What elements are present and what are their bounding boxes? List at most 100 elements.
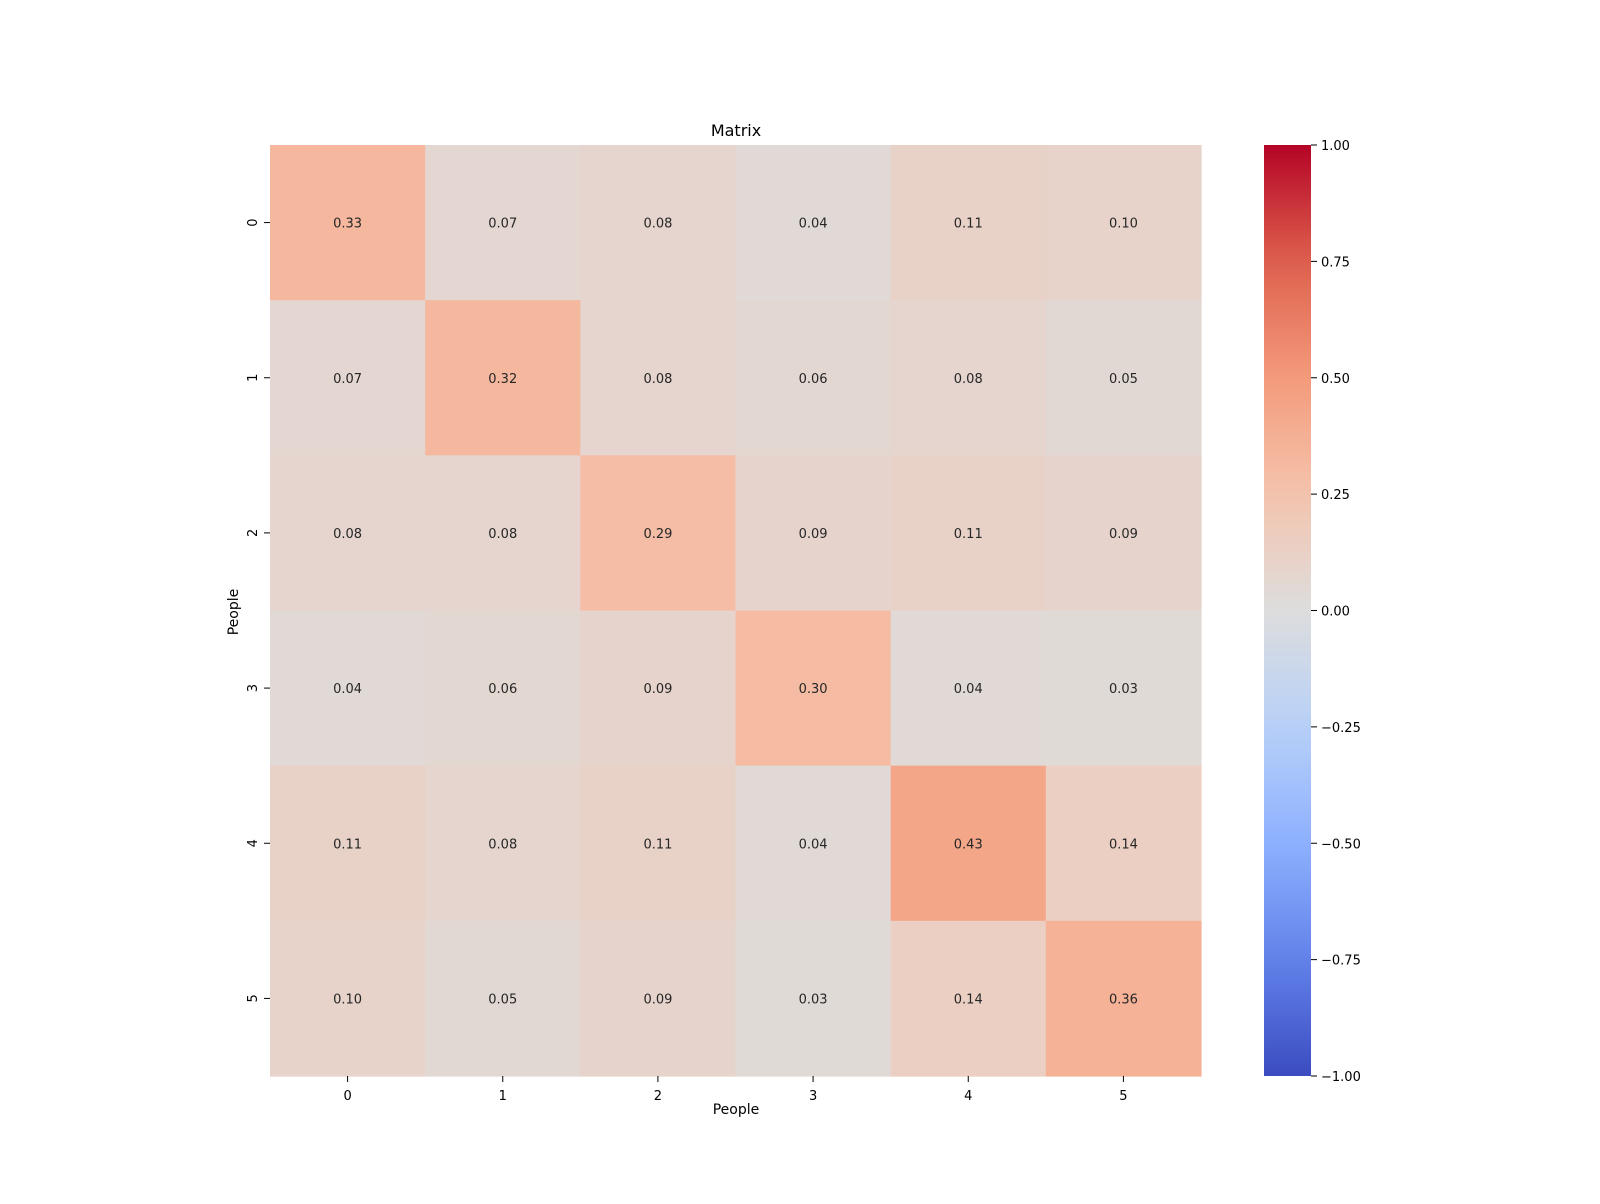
cell-value-label: 0.43 bbox=[954, 837, 983, 852]
cell-value-label: 0.03 bbox=[799, 992, 828, 1007]
cell-value-label: 0.09 bbox=[1109, 527, 1138, 542]
y-tick-label: 2 bbox=[246, 529, 261, 537]
cell-value-label: 0.10 bbox=[1109, 217, 1138, 232]
heatmap-cell bbox=[580, 300, 737, 456]
heatmap-cell bbox=[1045, 145, 1202, 301]
cell-value-label: 0.08 bbox=[643, 217, 672, 232]
cell-value-label: 0.04 bbox=[954, 682, 983, 697]
colorbar-ticks: 1.00 0.75 0.50 0.25 0.00 −0.25 −0.50 −0.75 −1.00 bbox=[1311, 139, 1361, 1085]
x-tick-label: 4 bbox=[964, 1089, 972, 1104]
heatmap-cell bbox=[1045, 300, 1202, 456]
y-tick-label: 4 bbox=[246, 839, 261, 847]
cell-value-label: 0.04 bbox=[333, 682, 362, 697]
heatmap-cell bbox=[425, 610, 581, 767]
heatmap-cell bbox=[425, 455, 581, 612]
heatmap-cell bbox=[270, 145, 426, 301]
heatmap-cell bbox=[580, 765, 737, 922]
x-axis-label: People bbox=[713, 1102, 760, 1118]
heatmap-cells: 0.33 0.07 0.08 0.04 0.11 0.10 0.07 0.32 0.08 0.06… bbox=[270, 145, 1202, 1077]
heatmap-cell bbox=[735, 145, 892, 301]
heatmap-cell bbox=[270, 300, 426, 456]
colorbar-tick-label: 0.25 bbox=[1321, 488, 1350, 503]
cell-value-label: 0.08 bbox=[333, 527, 362, 542]
heatmap-cell bbox=[425, 145, 581, 301]
heatmap-cell bbox=[425, 920, 581, 1077]
cell-value-label: 0.30 bbox=[799, 682, 828, 697]
heatmap-cell bbox=[1045, 765, 1202, 922]
heatmap-cell bbox=[890, 455, 1047, 612]
heatmap-cell bbox=[890, 920, 1047, 1077]
heatmap-cell bbox=[270, 920, 426, 1077]
x-tick-label: 1 bbox=[499, 1089, 507, 1104]
cell-value-label: 0.11 bbox=[954, 527, 983, 542]
cell-value-label: 0.05 bbox=[1109, 372, 1138, 387]
heatmap-cell bbox=[890, 145, 1047, 301]
cell-value-label: 0.08 bbox=[643, 372, 672, 387]
cell-value-label: 0.14 bbox=[954, 992, 983, 1007]
cell-value-label: 0.11 bbox=[643, 837, 672, 852]
cell-value-label: 0.06 bbox=[799, 372, 828, 387]
cell-value-label: 0.04 bbox=[799, 217, 828, 232]
cell-value-label: 0.09 bbox=[643, 682, 672, 697]
cell-value-label: 0.11 bbox=[954, 217, 983, 232]
y-axis-ticks: 0 1 2 3 4 5 bbox=[246, 218, 270, 1003]
chart-title: Matrix bbox=[711, 121, 761, 140]
cell-value-label: 0.08 bbox=[488, 527, 517, 542]
colorbar-tick-label: 0.75 bbox=[1321, 255, 1350, 270]
cell-value-label: 0.11 bbox=[333, 837, 362, 852]
heatmap-cell bbox=[270, 610, 426, 767]
heatmap-cell bbox=[890, 765, 1047, 922]
y-tick-label: 0 bbox=[246, 218, 261, 226]
heatmap-cell bbox=[890, 610, 1047, 767]
heatmap-cell bbox=[580, 920, 737, 1077]
heatmap-cell bbox=[580, 455, 737, 612]
cell-value-label: 0.07 bbox=[333, 372, 362, 387]
cell-value-label: 0.04 bbox=[799, 837, 828, 852]
x-axis-ticks: 0 1 2 3 4 5 bbox=[343, 1076, 1128, 1104]
cell-value-label: 0.36 bbox=[1109, 992, 1138, 1007]
x-tick-label: 2 bbox=[654, 1089, 662, 1104]
colorbar-tick-label: 0.00 bbox=[1321, 605, 1350, 620]
cell-value-label: 0.10 bbox=[333, 992, 362, 1007]
heatmap-cell bbox=[425, 765, 581, 922]
colorbar-tick-label: 0.50 bbox=[1321, 372, 1350, 387]
cell-value-label: 0.07 bbox=[488, 217, 517, 232]
heatmap-cell bbox=[1045, 455, 1202, 612]
colorbar-tick-label: −0.25 bbox=[1321, 721, 1361, 736]
heatmap-cell bbox=[425, 300, 581, 456]
cell-value-label: 0.29 bbox=[643, 527, 672, 542]
heatmap-cell bbox=[580, 145, 737, 301]
cell-value-label: 0.03 bbox=[1109, 682, 1138, 697]
cell-value-label: 0.05 bbox=[488, 992, 517, 1007]
y-axis-label: People bbox=[226, 589, 242, 636]
heatmap-cell bbox=[270, 765, 426, 922]
colorbar bbox=[1264, 145, 1311, 1076]
colorbar-tick-label: −1.00 bbox=[1321, 1070, 1361, 1085]
heatmap-cell bbox=[735, 300, 892, 456]
y-tick-label: 1 bbox=[246, 374, 261, 382]
cell-value-label: 0.33 bbox=[333, 217, 362, 232]
x-tick-label: 0 bbox=[343, 1089, 351, 1104]
x-tick-label: 3 bbox=[809, 1089, 817, 1104]
colorbar-tick-label: −0.75 bbox=[1321, 954, 1361, 969]
heatmap-cell bbox=[735, 455, 892, 612]
y-tick-label: 3 bbox=[246, 684, 261, 692]
heatmap-cell bbox=[1045, 920, 1202, 1077]
heatmap-cell bbox=[735, 765, 892, 922]
cell-value-label: 0.09 bbox=[643, 992, 672, 1007]
heatmap-cell bbox=[735, 920, 892, 1077]
cell-value-label: 0.06 bbox=[488, 682, 517, 697]
cell-value-label: 0.08 bbox=[488, 837, 517, 852]
heatmap-cell bbox=[735, 610, 892, 767]
heatmap-cell bbox=[890, 300, 1047, 456]
heatmap-cell bbox=[270, 455, 426, 612]
x-tick-label: 5 bbox=[1119, 1089, 1127, 1104]
colorbar-tick-label: −0.50 bbox=[1321, 837, 1361, 852]
heatmap-cell bbox=[1045, 610, 1202, 767]
cell-value-label: 0.08 bbox=[954, 372, 983, 387]
cell-value-label: 0.32 bbox=[488, 372, 517, 387]
cell-value-label: 0.09 bbox=[799, 527, 828, 542]
cell-value-label: 0.14 bbox=[1109, 837, 1138, 852]
